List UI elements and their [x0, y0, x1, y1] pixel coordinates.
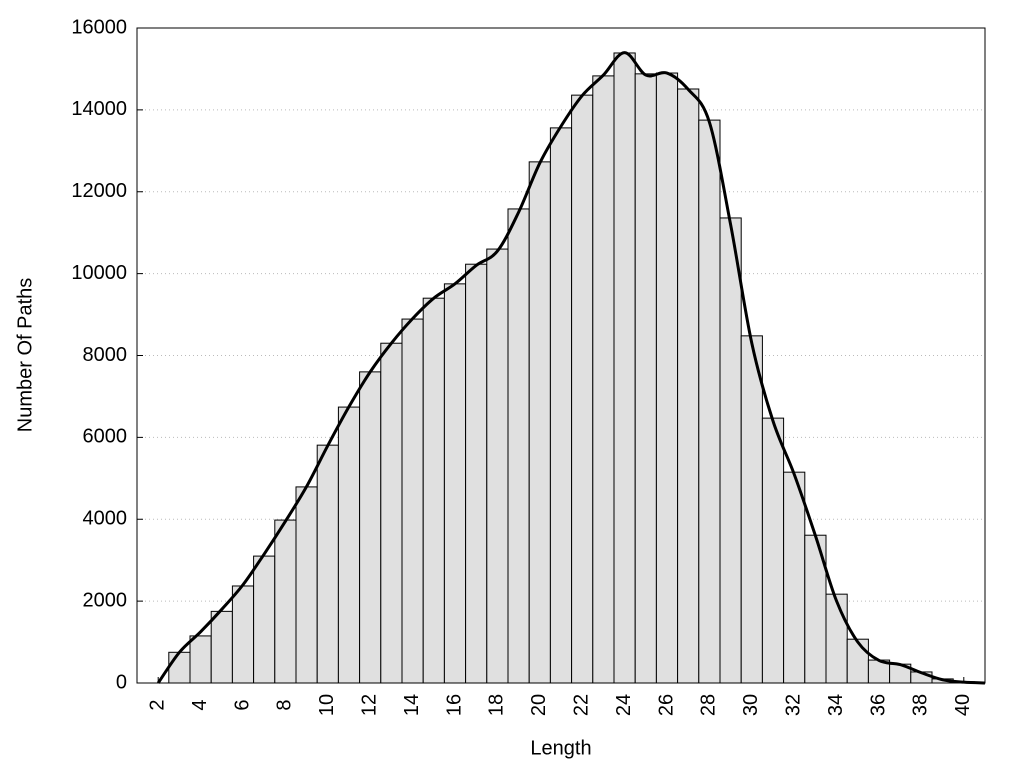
bar — [528, 161, 551, 684]
bar — [634, 73, 657, 684]
x-tick-label: 18 — [486, 694, 508, 716]
y-tick-label: 10000 — [71, 262, 127, 284]
x-tick-label: 40 — [952, 694, 974, 716]
bar — [719, 217, 742, 684]
bar — [316, 444, 339, 684]
x-tick-label: 12 — [358, 694, 380, 716]
y-tick-label: 4000 — [83, 508, 128, 530]
x-tick-label: 8 — [274, 699, 296, 710]
bar — [698, 119, 721, 684]
bar — [274, 519, 297, 684]
bar — [571, 94, 594, 684]
x-tick-label: 10 — [316, 694, 338, 716]
bar — [677, 88, 700, 684]
y-tick-label: 14000 — [71, 98, 127, 120]
x-tick-label: 30 — [740, 694, 762, 716]
bar — [655, 72, 679, 684]
x-tick-label: 20 — [528, 694, 550, 716]
bar — [401, 318, 424, 684]
y-tick-label: 2000 — [83, 589, 128, 611]
x-axis-label: Length — [530, 737, 591, 759]
bar — [740, 335, 763, 684]
bar — [253, 555, 276, 684]
x-tick-label: 2 — [146, 699, 168, 710]
bar — [422, 297, 445, 684]
x-tick-label: 4 — [189, 699, 211, 710]
bar — [231, 585, 255, 684]
bar — [380, 342, 403, 684]
y-tick-label: 12000 — [71, 180, 127, 202]
bar — [189, 635, 212, 684]
x-tick-label: 38 — [910, 694, 932, 716]
bar — [825, 593, 848, 684]
bar — [337, 406, 361, 684]
x-tick-label: 32 — [782, 694, 804, 716]
bar — [507, 208, 530, 684]
y-axis-label: Number Of Paths — [14, 278, 36, 433]
bar — [443, 283, 467, 684]
bar — [613, 52, 636, 684]
x-tick-label: 16 — [443, 694, 465, 716]
x-tick-label: 24 — [613, 694, 635, 716]
trend-line — [156, 51, 986, 685]
bar — [210, 610, 233, 684]
bar — [168, 651, 191, 684]
y-tick-label: 16000 — [71, 16, 127, 38]
bar — [359, 371, 382, 684]
x-tick-label: 22 — [570, 694, 592, 716]
bar — [846, 638, 869, 684]
y-tick-label: 6000 — [83, 426, 128, 448]
x-tick-label: 26 — [655, 694, 677, 716]
x-tick-label: 34 — [825, 694, 847, 716]
x-tick-label: 14 — [401, 694, 423, 716]
bar — [783, 471, 806, 684]
x-tick-label: 28 — [698, 694, 720, 716]
bar — [465, 263, 488, 684]
x-tick-label: 36 — [867, 694, 889, 716]
bar — [761, 417, 785, 684]
plot-frame — [136, 27, 986, 684]
bar — [549, 127, 573, 684]
y-tick-label: 0 — [116, 671, 127, 693]
bar — [295, 486, 318, 684]
y-tick-label: 8000 — [83, 344, 128, 366]
bar — [486, 248, 509, 684]
bar — [592, 75, 615, 684]
x-tick-label: 6 — [231, 699, 253, 710]
